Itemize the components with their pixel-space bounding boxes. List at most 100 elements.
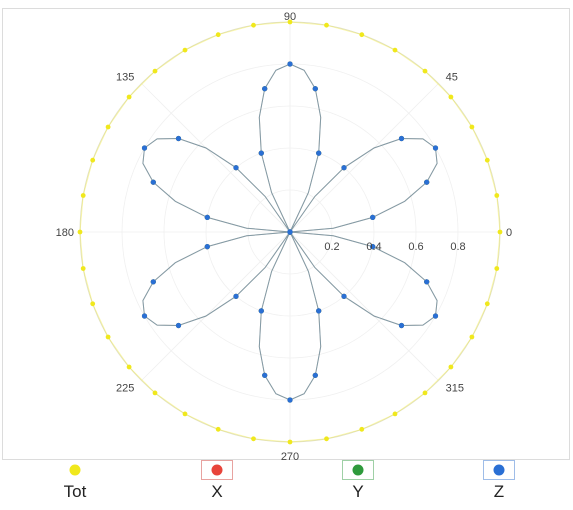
data-point-z — [233, 293, 239, 299]
data-point-tot — [324, 22, 329, 28]
data-point-tot — [484, 301, 490, 307]
data-point-tot — [324, 436, 329, 442]
data-point-z — [233, 165, 239, 171]
angle-label-270: 270 — [281, 451, 299, 461]
data-point-tot — [359, 32, 365, 38]
legend-label-tot: Tot — [63, 482, 87, 501]
angle-label-225: 225 — [116, 383, 134, 395]
angle-label-135: 135 — [116, 71, 134, 83]
data-point-z — [424, 179, 430, 185]
data-point-tot — [494, 193, 500, 198]
legend-item-z: Z — [469, 460, 529, 502]
legend-swatch-y — [342, 460, 374, 480]
data-point-tot — [359, 426, 365, 432]
data-point-tot — [215, 32, 221, 38]
legend-dot-z — [493, 464, 505, 476]
legend-label-y: Y — [352, 482, 364, 501]
data-point-tot — [80, 193, 86, 198]
data-point-z — [312, 86, 318, 92]
data-point-tot — [80, 266, 86, 271]
data-point-tot — [484, 157, 490, 163]
legend-item-tot: Tot — [45, 460, 105, 502]
legend-swatch-tot — [59, 460, 91, 480]
data-point-z — [312, 372, 318, 378]
data-point-tot — [126, 364, 132, 370]
data-point-tot — [105, 124, 111, 130]
data-point-tot — [392, 411, 398, 417]
data-point-z — [424, 279, 430, 285]
data-point-tot — [90, 301, 96, 307]
data-point-z — [258, 150, 264, 156]
data-point-z — [287, 61, 293, 67]
angle-label-90: 90 — [284, 11, 296, 23]
angle-label-315: 315 — [446, 383, 464, 395]
data-point-tot — [126, 94, 132, 100]
data-point-tot — [182, 411, 188, 417]
radial-tick-label-1: 0.4 — [366, 241, 381, 253]
grid-spoke-315 — [289, 231, 439, 381]
data-point-z — [204, 214, 210, 220]
legend-item-y: Y — [328, 460, 388, 502]
data-point-tot — [287, 19, 293, 25]
data-point-tot — [392, 47, 398, 53]
data-point-z — [316, 308, 322, 314]
legend-swatch-z — [483, 460, 515, 480]
data-point-tot — [448, 364, 454, 370]
data-point-z — [258, 308, 264, 314]
data-point-z — [175, 322, 182, 329]
data-point-tot — [77, 229, 83, 235]
polar-plot: 0 45 90 135 180 225 270 315 0.2 0.4 0.6 0.8 — [56, 11, 512, 461]
data-point-tot — [152, 68, 158, 74]
data-point-z — [141, 145, 148, 151]
data-point-z — [287, 397, 293, 403]
angle-label-45: 45 — [446, 71, 458, 83]
data-point-tot — [152, 390, 158, 396]
legend-label-z: Z — [493, 482, 505, 501]
data-point-tot — [494, 266, 500, 271]
data-point-tot — [182, 47, 188, 53]
data-point-z — [341, 293, 347, 299]
angle-label-180: 180 — [56, 227, 74, 239]
data-point-tot — [422, 390, 428, 396]
data-point-z — [150, 179, 156, 185]
data-point-tot — [251, 22, 256, 28]
data-point-tot — [287, 439, 293, 445]
data-point-z — [204, 244, 210, 250]
data-point-z — [175, 135, 182, 142]
data-point-z — [370, 214, 376, 220]
radial-tick-label-0: 0.2 — [324, 241, 339, 253]
data-point-z — [341, 165, 347, 171]
data-point-z — [370, 244, 376, 250]
legend-label-x: X — [211, 482, 223, 501]
radial-tick-label-3: 0.8 — [450, 241, 465, 253]
data-point-z — [432, 313, 439, 319]
data-point-tot — [422, 68, 428, 74]
data-point-tot — [497, 229, 503, 235]
legend-dot-x — [211, 464, 223, 476]
data-point-z — [150, 279, 156, 285]
plot-frame: 0 45 90 135 180 225 270 315 0.2 0.4 0.6 0.8 — [2, 8, 570, 461]
data-point-tot — [90, 157, 96, 163]
data-point-tot — [469, 334, 475, 340]
data-point-tot — [105, 334, 111, 340]
data-point-z — [398, 322, 405, 329]
data-point-tot — [215, 426, 221, 432]
data-point-tot — [469, 124, 475, 130]
grid-spoke-135 — [141, 83, 291, 233]
data-point-z — [262, 372, 268, 378]
angle-label-0: 0 — [506, 227, 512, 239]
data-point-z — [316, 150, 322, 156]
legend-swatch-x — [201, 460, 233, 480]
radial-tick-label-2: 0.6 — [408, 241, 423, 253]
legend-dot-y — [352, 464, 364, 476]
data-point-z — [262, 86, 268, 92]
legend-dot-tot — [69, 464, 81, 476]
data-point-z — [432, 145, 439, 151]
data-point-z — [141, 313, 148, 319]
legend-item-x: X — [187, 460, 247, 502]
grid-spoke-45 — [289, 83, 439, 233]
data-point-z — [287, 229, 293, 235]
grid-spoke-225 — [141, 231, 291, 381]
data-point-z — [398, 135, 405, 142]
data-point-tot — [448, 94, 454, 100]
